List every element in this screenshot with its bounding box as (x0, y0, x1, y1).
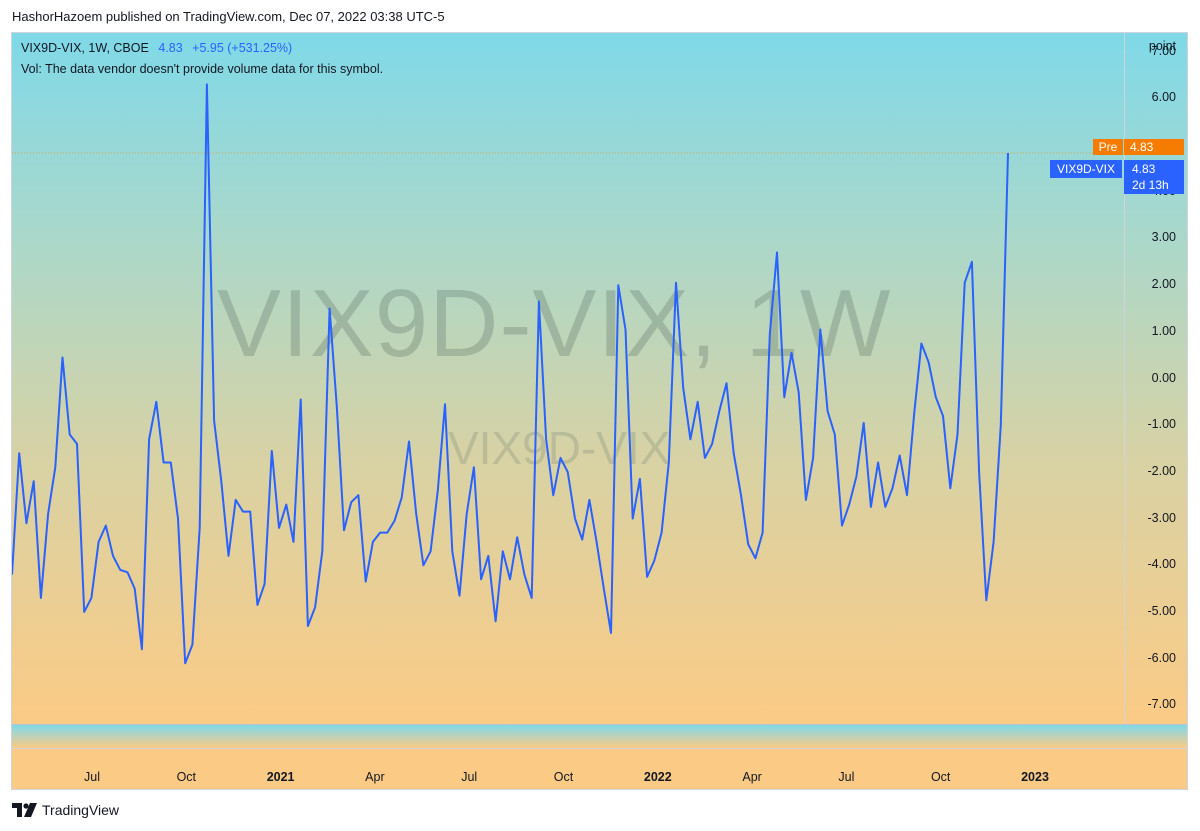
pre-label-badge: Pre (1093, 139, 1123, 155)
price-tick-label: -6.00 (1147, 650, 1177, 665)
pre-value-badge: 4.83 (1124, 139, 1184, 155)
publish-header: HashorHazoem published on TradingView.co… (12, 9, 445, 24)
bar-countdown: 2d 13h (1132, 178, 1169, 192)
chart-pane[interactable]: VIX9D-VIX, 1W VIX9D-VIX VIX9D-VIX, 1W, C… (12, 33, 1124, 724)
time-tick-label: 2022 (643, 770, 672, 784)
price-tick-label: -2.00 (1147, 463, 1177, 478)
volume-note: Vol: The data vendor doesn't provide vol… (21, 62, 384, 76)
footer: TradingView (12, 802, 119, 818)
footer-brand[interactable]: TradingView (42, 802, 120, 818)
price-tick-label: 1.00 (1151, 323, 1176, 338)
legend-last-value: 4.83 (158, 41, 183, 55)
sub-pane (12, 724, 1187, 748)
time-axis[interactable]: Jul Oct 2021 Apr Jul Oct 2022 Apr Jul Oct 2023 (12, 748, 1187, 789)
price-tick-label: 3.00 (1151, 230, 1176, 245)
chart-frame: VIX9D-VIX, 1W VIX9D-VIX VIX9D-VIX, 1W, C… (11, 32, 1188, 790)
price-tick-label: -5.00 (1147, 603, 1177, 618)
legend-change: +5.95 (+531.25%) (192, 41, 293, 55)
time-tick-label: Oct (176, 770, 197, 784)
time-tick-label: Jul (461, 770, 478, 784)
price-tick-label: -7.00 (1147, 697, 1177, 712)
price-tick-label: 6.00 (1151, 90, 1176, 105)
symbol-value-badge: 4.83 2d 13h (1124, 160, 1184, 194)
time-tick-label: Apr (365, 770, 385, 784)
time-tick-label: 2023 (1021, 770, 1049, 784)
time-tick-label: Jul (84, 770, 100, 784)
tradingview-logo-icon (12, 803, 37, 817)
price-tick-label: -3.00 (1147, 510, 1177, 525)
time-tick-label: Oct (553, 770, 574, 784)
price-tick-label: -1.00 (1147, 417, 1177, 432)
time-tick-label: Apr (742, 770, 762, 784)
time-tick-label: Jul (838, 770, 855, 784)
legend-row: VIX9D-VIX, 1W, CBOE 4.83 +5.95 (+531.25%… (21, 41, 292, 55)
symbol-label-badge: VIX9D-VIX (1050, 160, 1122, 178)
price-tick-label: 0.00 (1151, 370, 1176, 385)
price-tick-label: -4.00 (1147, 557, 1177, 572)
price-tick-label: 2.00 (1151, 277, 1176, 292)
price-axis[interactable]: point 7.006.005.004.003.002.001.000.00-1… (1124, 33, 1187, 724)
line-chart (12, 83, 1124, 665)
symbol-value: 4.83 (1132, 162, 1156, 176)
price-axis-unit: point (1148, 39, 1176, 53)
time-tick-label: 2021 (266, 770, 295, 784)
series-line (12, 83, 1009, 665)
legend-symbol[interactable]: VIX9D-VIX, 1W, CBOE (21, 41, 149, 55)
price-tick-label: 7.00 (1151, 43, 1176, 58)
time-tick-label: Oct (930, 770, 951, 784)
